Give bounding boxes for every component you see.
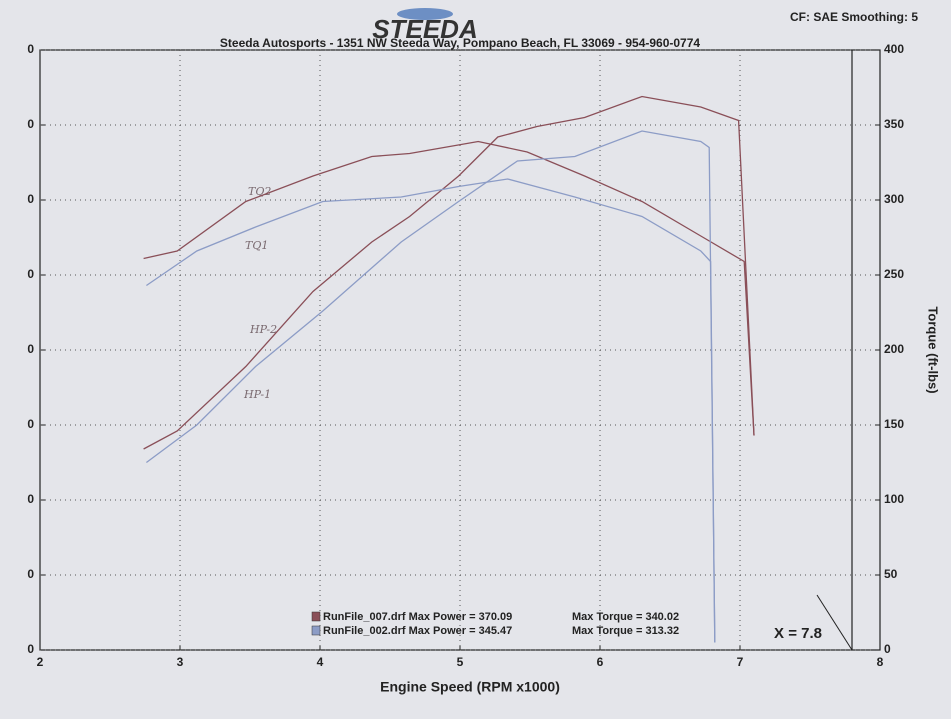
- legend-swatch: [311, 611, 321, 622]
- y-tick-label: 0: [27, 267, 34, 281]
- cursor-label: X = 7.8: [774, 625, 822, 642]
- x-tick-label: 2: [37, 655, 44, 669]
- y2-tick-label: 250: [884, 267, 904, 281]
- x-axis-title: Engine Speed (RPM x1000): [380, 679, 560, 695]
- annotation: HP-1: [243, 388, 271, 401]
- annotation: TQ2: [248, 185, 271, 198]
- y2-tick-label: 300: [884, 192, 904, 206]
- x-tick-label: 4: [317, 655, 324, 669]
- annotation: HP-2: [249, 323, 277, 336]
- x-tick-label: 6: [597, 655, 604, 669]
- y2-tick-label: 400: [884, 42, 904, 56]
- cursor-diagonal: [816, 594, 853, 651]
- y2-tick-label: 350: [884, 117, 904, 131]
- logo: STEEDA: [372, 14, 477, 44]
- y-tick-label: 0: [27, 417, 34, 431]
- y-tick-label: 0: [27, 117, 34, 131]
- legend-torque: Max Torque = 340.02: [572, 611, 679, 623]
- y2-tick-label: 150: [884, 417, 904, 431]
- x-tick-label: 7: [737, 655, 744, 669]
- data-line: [143, 95, 755, 450]
- legend-label: RunFile_007.drf Max Power = 370.09: [323, 611, 512, 623]
- legend-torque: Max Torque = 313.32: [572, 625, 679, 637]
- data-line: [146, 178, 716, 643]
- y-tick-label: 0: [27, 42, 34, 56]
- y-tick-label: 0: [27, 567, 34, 581]
- y2-axis-title: Torque (ft-lbs): [926, 306, 941, 393]
- x-tick-label: 8: [877, 655, 884, 669]
- chart-subtitle: CF: SAE Smoothing: 5: [790, 10, 918, 24]
- legend-swatch: [311, 625, 321, 636]
- x-tick-label: 3: [177, 655, 184, 669]
- y-tick-label: 0: [27, 342, 34, 356]
- y-tick-label: 0: [27, 642, 34, 656]
- y2-tick-label: 0: [884, 642, 891, 656]
- legend-label: RunFile_002.drf Max Power = 345.47: [323, 625, 512, 637]
- chart-title: Steeda Autosports - 1351 NW Steeda Way, …: [220, 36, 701, 50]
- y-tick-label: 0: [27, 492, 34, 506]
- data-line: [146, 130, 716, 643]
- y2-tick-label: 200: [884, 342, 904, 356]
- y2-tick-label: 100: [884, 492, 904, 506]
- annotation: TQ1: [245, 239, 268, 252]
- y-tick-label: 0: [27, 192, 34, 206]
- data-line: [143, 140, 755, 436]
- x-tick-label: 5: [457, 655, 464, 669]
- y2-tick-label: 50: [884, 567, 898, 581]
- logo-swoosh: [397, 8, 453, 20]
